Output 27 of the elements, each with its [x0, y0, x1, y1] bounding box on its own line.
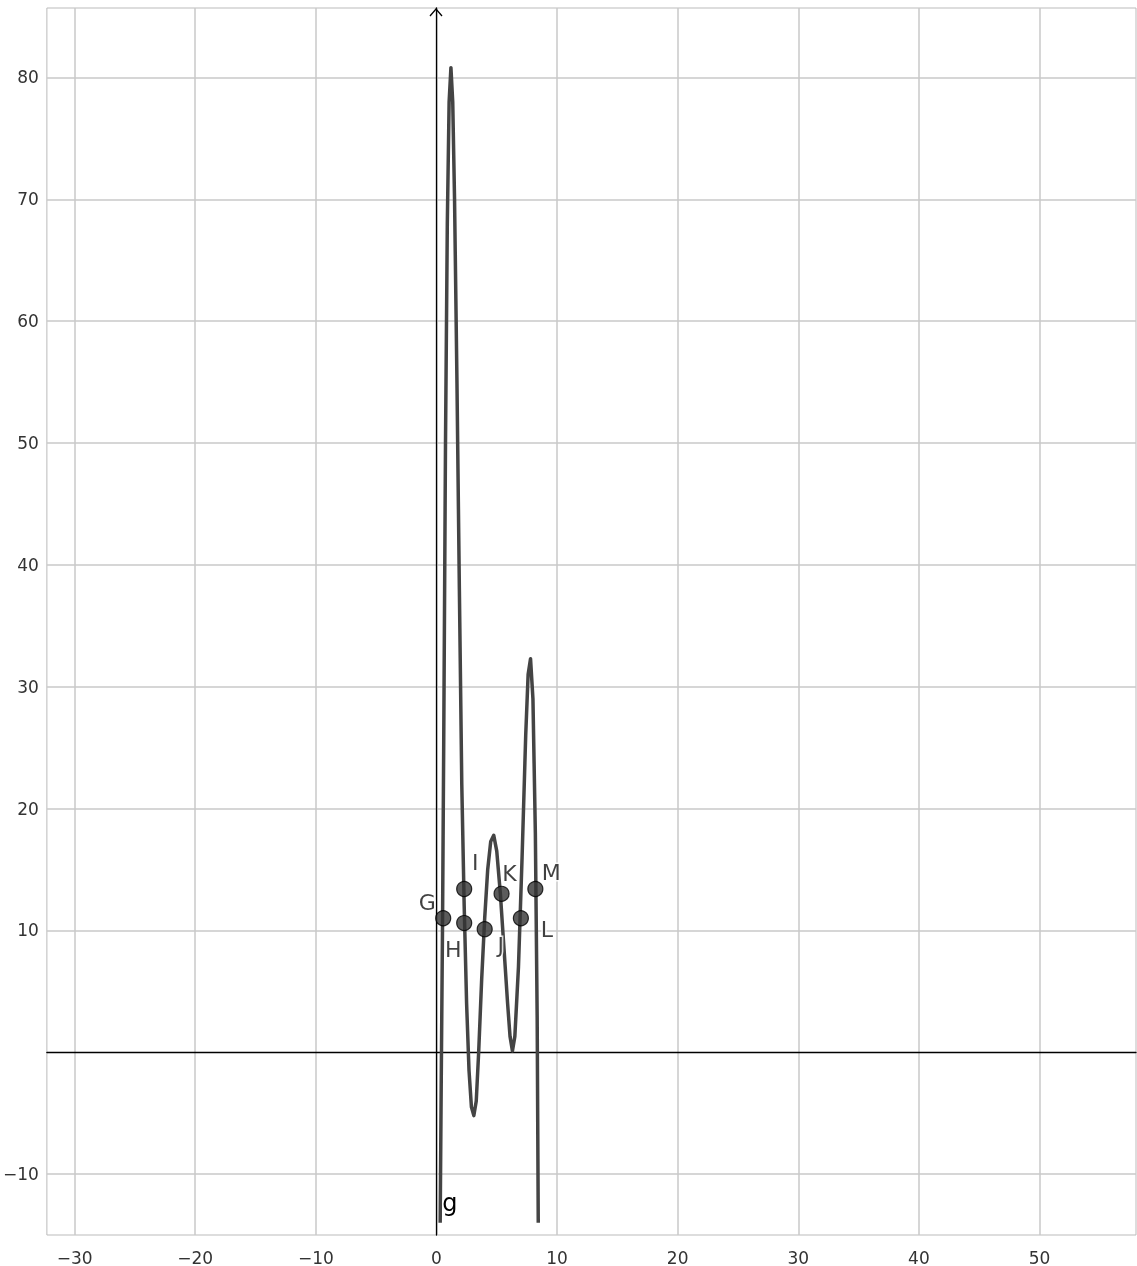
- annotation: M: [541, 860, 561, 886]
- annotation: J: [495, 932, 504, 958]
- x-tick-label: 30: [787, 1247, 810, 1266]
- x-tick-label: −20: [177, 1247, 214, 1266]
- y-tick-label: 60: [17, 311, 39, 332]
- annotation: G: [418, 889, 436, 915]
- y-tick-label: 10: [17, 920, 39, 941]
- annotation: I: [471, 850, 479, 876]
- x-tick-label: 10: [546, 1247, 568, 1266]
- annotation: H: [444, 936, 462, 962]
- y-tick-label: 80: [17, 67, 39, 88]
- y-tick-label: 20: [17, 798, 39, 819]
- y-tick-label: 50: [17, 432, 39, 453]
- annotation: K: [502, 861, 518, 887]
- x-tick-label: 20: [666, 1247, 689, 1266]
- x-tick-label: 50: [1028, 1247, 1051, 1266]
- x-tick-label: 40: [908, 1247, 930, 1266]
- y-tick-label: 30: [17, 676, 39, 697]
- x-tick-label: −30: [56, 1247, 93, 1266]
- line-series: [438, 65, 540, 1225]
- series-label: g: [442, 1188, 458, 1217]
- x-tick-label: −10: [297, 1247, 334, 1266]
- y-tick-label: 40: [17, 554, 39, 575]
- annotation: L: [540, 916, 554, 942]
- y-tick-label: −10: [2, 1164, 39, 1185]
- y-tick-label: 70: [17, 189, 39, 210]
- x-tick-label: 0: [431, 1247, 442, 1266]
